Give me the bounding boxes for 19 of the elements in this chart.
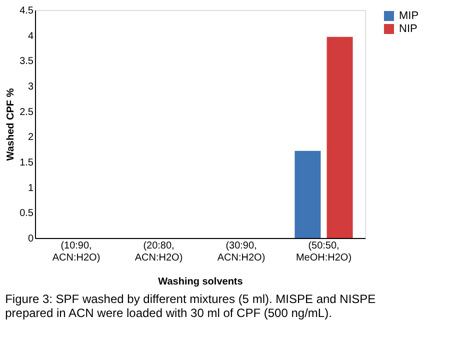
y-axis-title: Washed CPF % (6, 88, 17, 161)
caption: Figure 3: SPF washed by different mixtures (5 ml). MISPE and NISPE prepared in ACN were loaded with 30 ml of CPF (500 ng/mL). (5, 292, 376, 320)
x-tick-label: (20:80, ACN:H2O) (134, 240, 183, 264)
x-tick-label: (50:50, MeOH:H2O) (296, 240, 352, 264)
x-tick-label: (30:90, ACN:H2O) (217, 240, 266, 264)
y-tick-label: 1 (28, 182, 34, 194)
y-tick-label: 1.5 (20, 158, 34, 168)
y-tick-label: 0.5 (20, 208, 34, 220)
x-tick-label: (10:90, ACN:H2O) (52, 240, 100, 264)
y-tick-label: 4 (28, 30, 34, 42)
y-tick-label: 0 (28, 234, 34, 244)
y-tick-label: 3.5 (20, 56, 34, 68)
y-tick-label: 3 (28, 82, 34, 92)
x-axis-title: Washing solvents (158, 276, 244, 288)
y-tick-label: 2.5 (20, 106, 34, 118)
legend-label: NIP (399, 23, 418, 35)
legend-label: MIP (399, 10, 419, 22)
y-tick-label: 2 (28, 132, 34, 144)
y-tick-label: 4.5 (20, 6, 34, 16)
